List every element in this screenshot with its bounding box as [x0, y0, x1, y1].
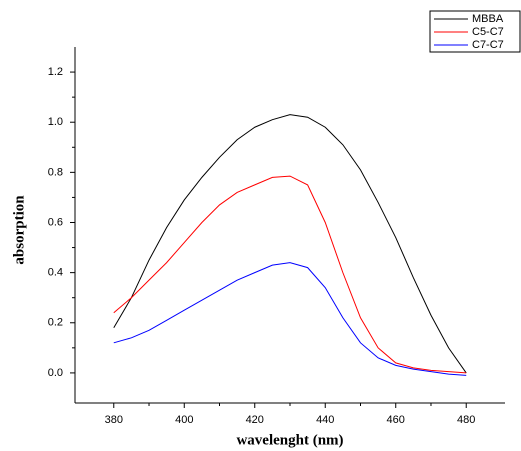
- y-axis-title: absorption: [11, 195, 27, 265]
- x-tick-label: 380: [105, 414, 123, 426]
- x-tick-label: 420: [246, 414, 264, 426]
- x-tick-label: 400: [175, 414, 193, 426]
- series-line: [113, 262, 467, 376]
- y-tick-label: 1.2: [48, 66, 63, 78]
- y-tick-label: 0.0: [48, 367, 63, 379]
- y-tick-label: 0.8: [48, 166, 63, 178]
- y-tick-label: 0.6: [48, 216, 63, 228]
- y-tick-label: 1.0: [48, 116, 63, 128]
- legend-label: C7-C7: [472, 39, 504, 51]
- y-tick-label: 0.4: [48, 267, 63, 279]
- legend-label: MBBA: [472, 13, 504, 25]
- x-tick-label: 460: [387, 414, 405, 426]
- x-tick-label: 440: [316, 414, 334, 426]
- legend-label: C5-C7: [472, 26, 504, 38]
- x-axis-title: wavelenght (nm): [236, 432, 343, 448]
- series-line: [113, 114, 467, 374]
- y-tick-label: 0.2: [48, 317, 63, 329]
- series-line: [113, 175, 467, 374]
- x-tick-label: 480: [457, 414, 475, 426]
